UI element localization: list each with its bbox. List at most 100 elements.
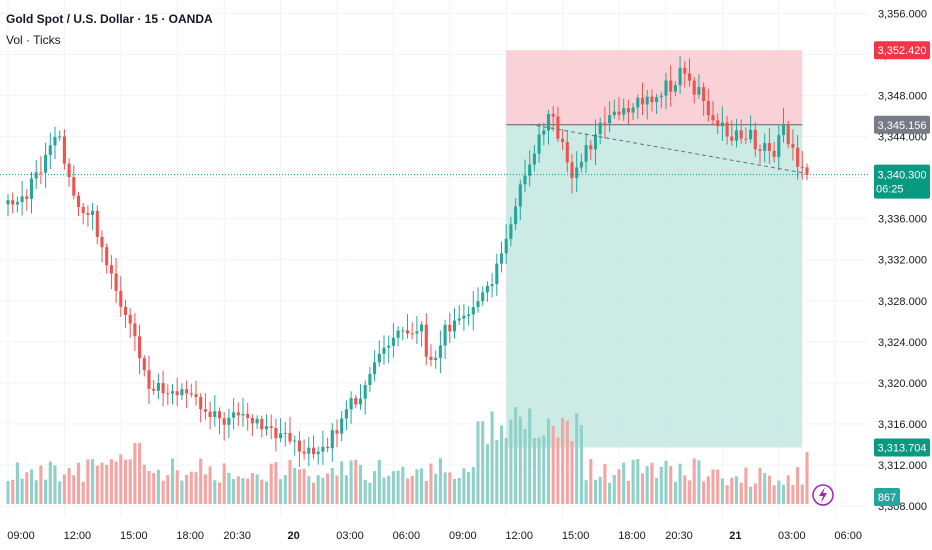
candle-body[interactable] bbox=[612, 111, 616, 116]
candle-body[interactable] bbox=[720, 122, 724, 127]
candle-body[interactable] bbox=[490, 284, 494, 286]
candle-body[interactable] bbox=[321, 446, 325, 452]
candle-body[interactable] bbox=[608, 115, 612, 124]
candle-body[interactable] bbox=[152, 388, 156, 391]
candle-body[interactable] bbox=[537, 134, 541, 154]
candle-body[interactable] bbox=[34, 172, 38, 179]
candle-body[interactable] bbox=[62, 136, 66, 164]
candle-body[interactable] bbox=[546, 114, 551, 131]
candle-body[interactable] bbox=[250, 417, 254, 424]
candle-body[interactable] bbox=[15, 202, 19, 205]
candle-body[interactable] bbox=[241, 413, 245, 416]
candle-body[interactable] bbox=[495, 263, 499, 285]
candle-body[interactable] bbox=[617, 111, 621, 115]
candle-body[interactable] bbox=[288, 432, 292, 442]
candle-body[interactable] bbox=[44, 154, 48, 173]
candle-body[interactable] bbox=[697, 87, 701, 95]
candle-body[interactable] bbox=[297, 440, 301, 452]
candle-body[interactable] bbox=[208, 411, 212, 417]
candle-body[interactable] bbox=[589, 145, 593, 150]
candle-body[interactable] bbox=[6, 200, 10, 205]
candle-body[interactable] bbox=[344, 409, 348, 419]
candle-body[interactable] bbox=[410, 333, 414, 335]
candle-body[interactable] bbox=[739, 130, 743, 139]
candle-body[interactable] bbox=[166, 393, 170, 395]
candle-body[interactable] bbox=[711, 115, 715, 121]
candle-body[interactable] bbox=[142, 358, 146, 371]
candle-body[interactable] bbox=[349, 397, 353, 410]
candle-body[interactable] bbox=[39, 172, 43, 174]
candle-body[interactable] bbox=[161, 383, 165, 394]
candle-body[interactable] bbox=[222, 418, 226, 425]
stop-loss-zone[interactable] bbox=[506, 50, 803, 125]
candle-body[interactable] bbox=[387, 345, 391, 348]
candle-body[interactable] bbox=[626, 108, 630, 113]
candle-body[interactable] bbox=[147, 370, 151, 389]
candle-body[interactable] bbox=[335, 430, 339, 434]
candle-body[interactable] bbox=[504, 238, 508, 254]
candle-body[interactable] bbox=[274, 427, 278, 439]
candle-body[interactable] bbox=[636, 97, 640, 108]
candle-body[interactable] bbox=[415, 331, 419, 334]
candle-body[interactable] bbox=[669, 80, 673, 92]
candle-body[interactable] bbox=[255, 418, 259, 424]
candle-body[interactable] bbox=[100, 236, 104, 248]
candle-body[interactable] bbox=[518, 184, 522, 207]
candle-body[interactable] bbox=[702, 87, 706, 101]
candle-body[interactable] bbox=[725, 122, 729, 137]
candle-body[interactable] bbox=[227, 417, 231, 425]
candle-body[interactable] bbox=[58, 136, 62, 138]
candle-body[interactable] bbox=[354, 397, 358, 405]
candle-body[interactable] bbox=[622, 108, 626, 115]
candle-body[interactable] bbox=[692, 80, 696, 95]
candle-body[interactable] bbox=[175, 391, 179, 396]
candle-body[interactable] bbox=[76, 195, 81, 207]
candle-body[interactable] bbox=[796, 147, 800, 167]
candle-body[interactable] bbox=[673, 85, 677, 92]
candle-body[interactable] bbox=[448, 324, 452, 332]
candle-body[interactable] bbox=[781, 124, 786, 136]
candle-body[interactable] bbox=[655, 97, 659, 103]
candle-body[interactable] bbox=[424, 324, 428, 357]
candle-body[interactable] bbox=[25, 196, 29, 199]
candle-body[interactable] bbox=[213, 411, 217, 417]
candle-body[interactable] bbox=[199, 396, 203, 410]
candle-body[interactable] bbox=[556, 116, 560, 139]
candle-body[interactable] bbox=[119, 290, 123, 307]
candle-body[interactable] bbox=[67, 163, 71, 178]
candle-body[interactable] bbox=[777, 135, 781, 157]
candle-body[interactable] bbox=[584, 145, 588, 162]
candle-body[interactable] bbox=[687, 73, 692, 81]
candle-body[interactable] bbox=[805, 167, 809, 175]
candle-body[interactable] bbox=[391, 337, 395, 346]
candle-body[interactable] bbox=[438, 345, 442, 358]
candle-body[interactable] bbox=[753, 129, 757, 150]
candle-body[interactable] bbox=[138, 336, 142, 359]
candle-body[interactable] bbox=[481, 292, 485, 302]
candle-body[interactable] bbox=[744, 138, 748, 140]
candle-body[interactable] bbox=[307, 447, 311, 454]
candle-body[interactable] bbox=[767, 143, 771, 151]
candle-body[interactable] bbox=[316, 451, 320, 455]
candle-body[interactable] bbox=[368, 374, 372, 385]
candle-body[interactable] bbox=[156, 383, 160, 391]
candle-body[interactable] bbox=[631, 107, 635, 113]
candle-body[interactable] bbox=[551, 114, 555, 117]
candle-body[interactable] bbox=[499, 253, 504, 264]
candle-body[interactable] bbox=[283, 432, 287, 434]
candle-body[interactable] bbox=[373, 362, 377, 375]
candle-body[interactable] bbox=[109, 265, 113, 274]
candle-body[interactable] bbox=[81, 206, 85, 214]
candle-body[interactable] bbox=[716, 120, 720, 127]
candle-body[interactable] bbox=[29, 178, 34, 199]
candle-body[interactable] bbox=[180, 389, 184, 396]
candle-body[interactable] bbox=[236, 412, 240, 416]
candle-body[interactable] bbox=[763, 143, 767, 151]
candle-body[interactable] bbox=[575, 167, 579, 179]
candle-body[interactable] bbox=[358, 398, 363, 405]
candle-body[interactable] bbox=[706, 100, 710, 116]
candle-body[interactable] bbox=[476, 301, 480, 308]
candle-body[interactable] bbox=[203, 409, 207, 412]
